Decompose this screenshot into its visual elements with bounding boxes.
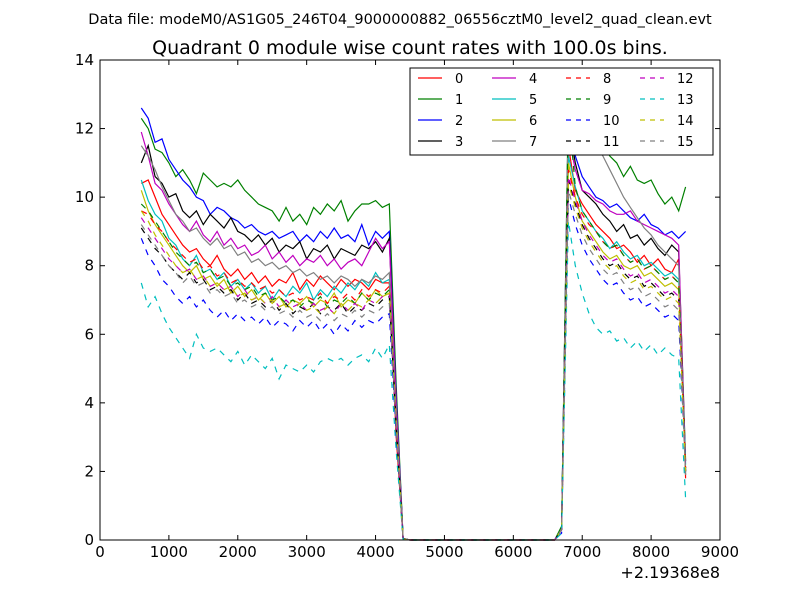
- x-tick-label: 6000: [494, 543, 532, 561]
- y-tick-label: 14: [75, 51, 94, 69]
- x-tick-label: 2000: [219, 543, 257, 561]
- legend-label-14: 14: [677, 114, 694, 129]
- x-tick-label: 9000: [701, 543, 739, 561]
- legend-label-9: 9: [603, 93, 611, 108]
- y-tick-label: 0: [84, 531, 94, 549]
- x-tick-label: 4000: [356, 543, 394, 561]
- legend-label-1: 1: [455, 93, 463, 108]
- legend-label-15: 15: [677, 135, 694, 150]
- x-tick-label: 1000: [150, 543, 188, 561]
- tick-layer: 0 1000 2000 3000 4000 5000 6000 7000 8000 9000 0 2 4…: [75, 51, 739, 561]
- legend-label-4: 4: [529, 72, 537, 87]
- legend-label-6: 6: [529, 114, 537, 129]
- x-tick-label: 7000: [563, 543, 601, 561]
- y-tick-label: 6: [84, 325, 94, 343]
- legend-label-8: 8: [603, 72, 611, 87]
- legend-label-5: 5: [529, 93, 537, 108]
- legend-label-0: 0: [455, 72, 463, 87]
- legend-label-7: 7: [529, 135, 537, 150]
- x-tick-label: 0: [95, 543, 105, 561]
- chart-title: Quadrant 0 module wise count rates with …: [152, 37, 668, 59]
- x-tick-label: 8000: [632, 543, 670, 561]
- y-tick-label: 4: [84, 394, 94, 412]
- legend-label-3: 3: [455, 135, 463, 150]
- x-offset-label: +2.19368e8: [620, 563, 720, 582]
- legend-label-2: 2: [455, 114, 463, 129]
- legend-label-13: 13: [677, 93, 694, 108]
- legend-label-11: 11: [603, 135, 620, 150]
- legend-label-10: 10: [603, 114, 620, 129]
- axes-frame: [99, 59, 721, 541]
- y-tick-label: 8: [84, 257, 94, 275]
- y-tick-label: 2: [84, 462, 94, 480]
- legend-label-12: 12: [677, 72, 694, 87]
- y-tick-label: 10: [75, 188, 94, 206]
- y-tick-label: 12: [75, 120, 94, 138]
- x-tick-label: 3000: [288, 543, 326, 561]
- data-file-suptitle: Data file: modeM0/AS1G05_246T04_90000008…: [88, 12, 712, 28]
- x-tick-label: 5000: [425, 543, 463, 561]
- series-line-14: [140, 183, 687, 541]
